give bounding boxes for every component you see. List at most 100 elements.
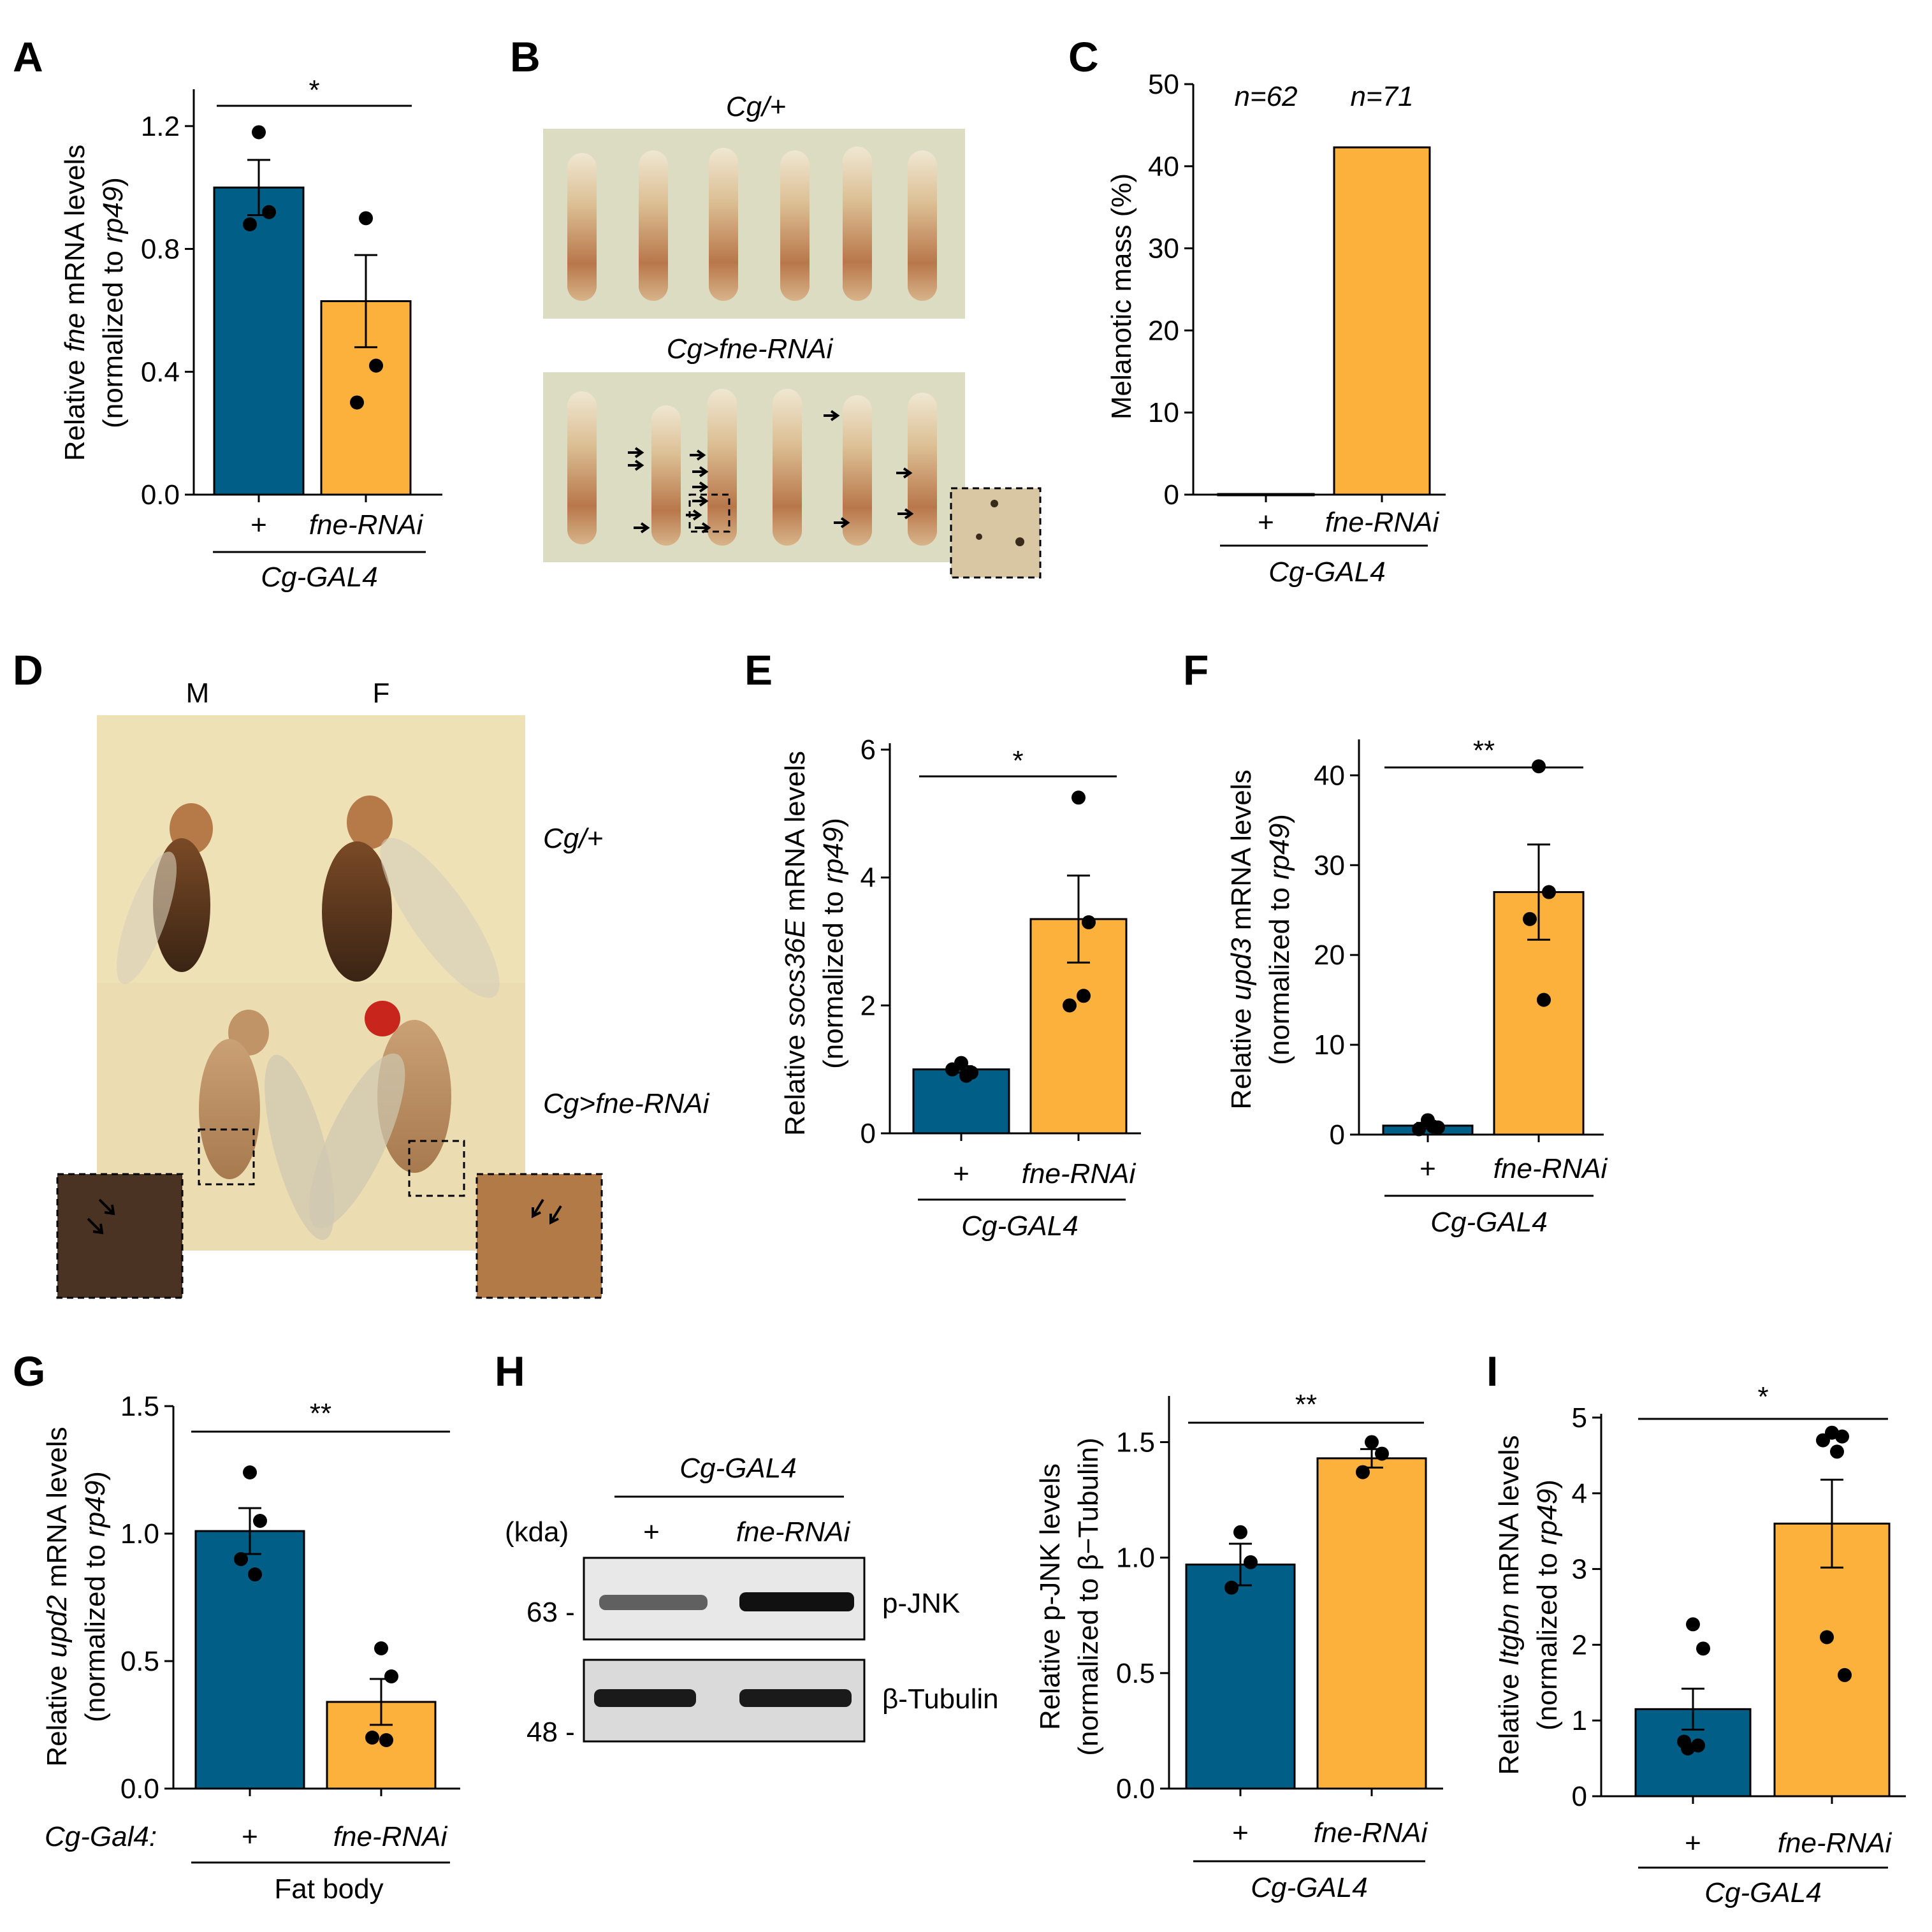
blot-kda-label: (kda) — [505, 1516, 569, 1548]
data-point — [1224, 1580, 1238, 1595]
y-axis-label-2: (normalized to rp49) — [1264, 814, 1295, 1065]
arrow — [897, 508, 914, 519]
data-point — [1820, 1630, 1834, 1645]
bar-control — [1217, 493, 1315, 497]
y-tick-label: 0.0 — [1116, 1773, 1155, 1805]
larva — [780, 150, 810, 301]
y-tick-label: 1.0 — [120, 1518, 159, 1550]
fly-abdomen — [199, 1039, 260, 1179]
fly-row-bottom-label: Cg>fne-RNAi — [543, 1088, 710, 1119]
data-point — [369, 358, 383, 373]
panel-label-b: B — [510, 33, 541, 80]
bar-rnai — [1316, 1457, 1427, 1790]
y-axis-label-2: (normalized to rp49) — [818, 818, 849, 1069]
data-point — [1356, 1465, 1370, 1479]
data-point — [945, 1062, 959, 1077]
melanotic-spot — [991, 500, 998, 507]
data-point — [1082, 915, 1096, 929]
y-tick-label: 2 — [1572, 1629, 1587, 1660]
category-label-control: + — [953, 1158, 970, 1189]
fly-zoom-box-m — [198, 1128, 255, 1186]
data-point — [1426, 1119, 1440, 1134]
flies-bottom — [199, 1001, 451, 1240]
bar-control — [1185, 1564, 1296, 1790]
data-point — [374, 1641, 388, 1655]
significance-marker: * — [1012, 745, 1023, 776]
y-axis-label: Relative upd3 mRNA levels — [1226, 769, 1257, 1109]
y-axis-label-2: (normalized to β−Tubulin) — [1073, 1437, 1104, 1755]
y-tick-label: 30 — [1314, 850, 1345, 881]
data-point — [1542, 885, 1556, 899]
bar-rnai — [1333, 146, 1431, 496]
band-label-tubulin: β-Tubulin — [882, 1683, 999, 1715]
group-label: Cg-GAL4 — [261, 562, 377, 593]
arrow — [98, 1198, 115, 1216]
larvae-top — [567, 147, 937, 301]
chart-h: Relative p-JNK levels (normalized to β−T… — [1035, 1389, 1443, 1903]
group-label: Fat body — [274, 1873, 383, 1905]
panel-label-c: C — [1068, 33, 1099, 80]
data-point — [1375, 1446, 1389, 1461]
y-tick-label: 0.5 — [1116, 1658, 1155, 1689]
row-prefix-label: Cg-Gal4: — [45, 1821, 157, 1852]
data-point — [365, 1731, 379, 1745]
category-label-rnai: fne-RNAi — [309, 509, 424, 541]
larva — [709, 148, 738, 301]
larva-top-label: Cg/+ — [726, 91, 786, 122]
y-tick-label: 50 — [1148, 69, 1179, 100]
y-tick-label: 0.0 — [141, 479, 180, 511]
fly-inset-f — [476, 1173, 603, 1299]
y-axis-label: Relative fne mRNA levels — [59, 145, 91, 461]
group-label: Cg-GAL4 — [1268, 556, 1385, 588]
data-point — [1838, 1667, 1852, 1682]
larva — [567, 153, 597, 301]
chart-f: Relative upd3 mRNA levels (normalized to… — [1226, 735, 1608, 1238]
fly-wing — [380, 838, 500, 998]
category-label-rnai: fne-RNAi — [1493, 1153, 1608, 1184]
panel-label-f: F — [1183, 646, 1209, 694]
y-axis-label-2: (normalized to rp49) — [80, 1471, 111, 1722]
marker-48: 48 - — [527, 1717, 575, 1748]
data-point — [1696, 1641, 1710, 1656]
data-point — [1681, 1741, 1695, 1756]
larva-zoom-box — [688, 493, 730, 533]
y-tick-label: 0 — [861, 1118, 876, 1149]
y-tick-label: 10 — [1314, 1029, 1345, 1061]
y-tick-label: 0 — [1330, 1119, 1345, 1151]
arrow — [628, 447, 644, 458]
significance-marker: ** — [310, 1398, 331, 1429]
fly-zoom-box-f — [408, 1140, 465, 1197]
fly-row-top-label: Cg/+ — [543, 823, 603, 854]
category-label-rnai: fne-RNAi — [333, 1821, 448, 1852]
y-axis-label: Relative socs36E mRNA levels — [780, 751, 811, 1136]
arrow — [824, 410, 840, 421]
data-point — [1835, 1429, 1849, 1444]
larva — [908, 150, 937, 301]
y-tick-label: 30 — [1148, 233, 1179, 265]
arrow — [692, 481, 709, 493]
larva-photo-bottom — [543, 372, 965, 562]
marker-63: 63 - — [527, 1597, 575, 1628]
data-point — [1816, 1433, 1830, 1448]
panel-label-i: I — [1486, 1347, 1498, 1395]
fly-wing — [309, 1053, 405, 1229]
larvae-bottom — [567, 389, 937, 546]
y-tick-label: 0.4 — [141, 356, 180, 388]
bar-rnai — [1773, 1522, 1891, 1798]
data-point — [234, 1552, 248, 1566]
panel-label-h: H — [495, 1347, 525, 1395]
flies-top — [116, 795, 500, 998]
tubulin-band-lane1 — [594, 1689, 696, 1707]
larva — [908, 393, 937, 546]
significance-marker: ** — [1473, 735, 1495, 766]
data-point — [384, 1669, 398, 1683]
y-tick-label: 0.8 — [141, 234, 180, 265]
larva — [773, 389, 802, 546]
fly-inset-m — [56, 1173, 184, 1299]
panel-label-a: A — [13, 33, 43, 80]
data-point — [1244, 1555, 1258, 1569]
data-point — [350, 395, 364, 410]
y-tick-label: 40 — [1148, 151, 1179, 182]
larva — [708, 389, 737, 546]
chart-e: Relative socs36E mRNA levels (normalized… — [780, 734, 1141, 1242]
